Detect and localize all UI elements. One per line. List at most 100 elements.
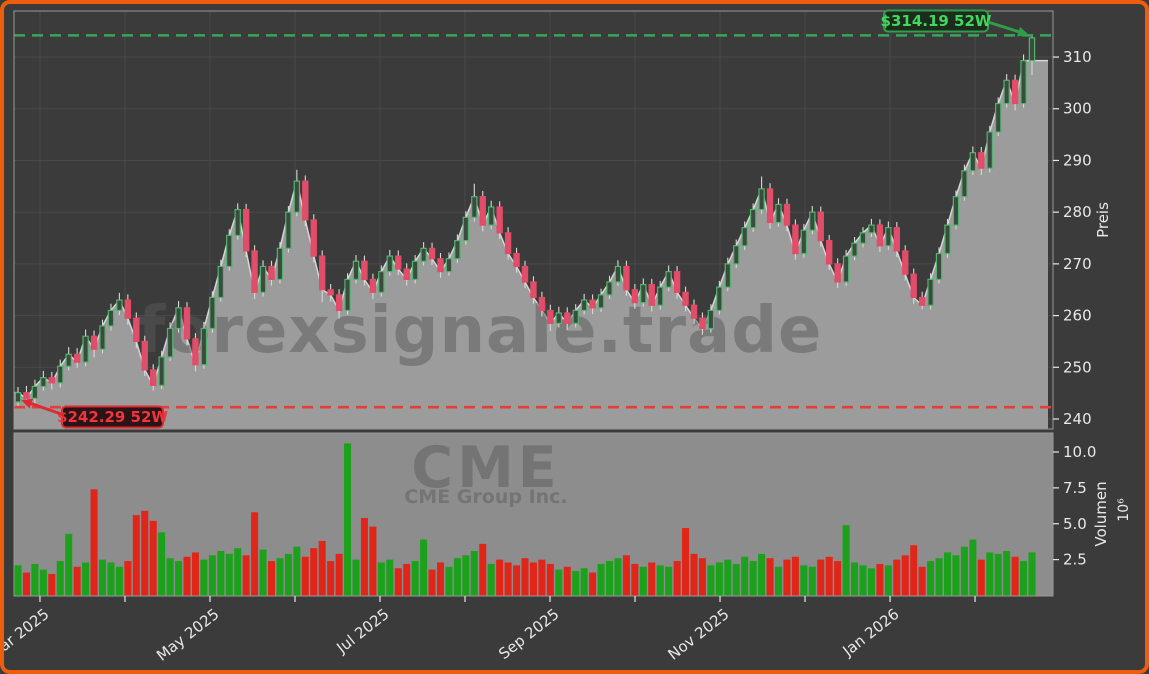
volume-bar-down	[251, 512, 259, 596]
volume-bar-up	[1020, 561, 1028, 596]
candle-body-down	[783, 203, 791, 226]
high-annotation-arrow	[987, 20, 1029, 37]
candle-body-up	[868, 224, 875, 234]
candle-body-up	[716, 286, 723, 312]
volume-tick-label: 7.5	[1063, 479, 1087, 497]
candle-body-down	[48, 377, 56, 384]
volume-bar-down	[327, 561, 335, 596]
volume-bar-up	[555, 569, 563, 596]
candle-body-up	[234, 208, 241, 237]
volume-bar-up	[732, 563, 740, 596]
volume-bar-up	[82, 562, 90, 596]
candle-body-down	[310, 219, 317, 257]
volume-bar-down	[1011, 556, 1019, 596]
volume-bar-up	[225, 553, 233, 596]
volume-bar-up	[580, 568, 588, 596]
volume-bar-up	[665, 566, 673, 596]
candle-body-down	[513, 252, 520, 268]
price-tick-label: 260	[1063, 307, 1092, 325]
candle-body-up	[1003, 79, 1010, 105]
volume-bar-down	[479, 543, 487, 596]
tick-marks	[39, 56, 1059, 602]
candle-body-down	[361, 260, 368, 280]
candle-body-down	[302, 180, 309, 221]
candles	[14, 35, 1036, 408]
volume-bar-down	[901, 555, 909, 596]
candle-body-up	[259, 265, 267, 293]
candle-body-down	[792, 224, 799, 255]
candle-body-down	[335, 294, 343, 312]
watermark-panel-caption: CME Group Inc.	[404, 486, 567, 508]
high-annotation-arrow-head	[1017, 26, 1029, 37]
volume-bar-down	[268, 561, 275, 596]
candle-body-up	[851, 242, 858, 257]
candle-body-down	[183, 307, 191, 340]
volume-bar-up	[842, 525, 850, 596]
volume-bar-down	[783, 559, 791, 596]
candle-body-up	[572, 309, 579, 324]
candle-body-up	[800, 229, 808, 255]
volume-bar-up	[707, 565, 715, 596]
volume-bar-down	[698, 558, 706, 596]
candle-body-down	[699, 317, 706, 330]
volume-bar-down	[521, 558, 529, 596]
volume-bar-down	[648, 562, 656, 596]
candle-body-up	[65, 353, 72, 367]
candle-body-down	[242, 208, 250, 252]
volume-bar-up	[14, 565, 22, 596]
volume-bar-down	[504, 562, 512, 596]
close-area-fill	[14, 60, 1048, 429]
volume-bar-down	[690, 553, 698, 596]
volume-bar-up	[344, 443, 352, 596]
volume-bar-up	[606, 561, 613, 596]
candle-body-up	[57, 365, 64, 384]
volume-bar-up	[927, 561, 935, 596]
candle-body-up	[994, 102, 1002, 133]
candle-body-up	[276, 247, 284, 280]
volume-bar-up	[715, 562, 723, 596]
volume-bar-down	[682, 528, 690, 596]
volume-bar-down	[124, 561, 132, 596]
volume-bar-down	[318, 540, 326, 596]
candle-body-down	[141, 340, 148, 371]
price-tick-label: 270	[1063, 255, 1092, 273]
volume-bar-down	[90, 489, 98, 596]
volume-bar-up	[377, 562, 385, 596]
volume-bar-up	[867, 568, 875, 596]
watermark-panel-title: CME	[411, 435, 561, 501]
candle-body-up	[293, 180, 301, 213]
volume-bar-up	[453, 558, 461, 596]
volume-bar-up	[107, 562, 115, 596]
volume-bar-down	[301, 556, 309, 596]
volume-bar-up	[208, 555, 216, 596]
candle-body-up	[116, 299, 123, 312]
candle-body-up	[961, 170, 968, 198]
candle-body-down	[319, 255, 326, 291]
candle-body-up	[285, 211, 292, 249]
candle-body-down	[124, 299, 132, 319]
candle-body-up	[166, 327, 174, 358]
volume-bar-down	[149, 520, 157, 596]
candle-body-down	[73, 353, 81, 363]
volume-bar-down	[563, 566, 571, 596]
volume-bar-up	[1003, 551, 1011, 596]
volume-bar-down	[496, 559, 504, 596]
volume-bar-up	[166, 558, 174, 596]
candle-body-down	[504, 232, 512, 255]
volume-bar-down	[589, 572, 597, 596]
volume-bar-down	[529, 562, 537, 596]
volume-bar-up	[200, 559, 208, 596]
candle-body-up	[378, 271, 385, 293]
volume-axis-title: Volumen	[1092, 481, 1110, 546]
price-panel-spine	[13, 10, 1054, 430]
volume-bar-down	[394, 568, 402, 596]
candle-body-up	[420, 247, 427, 262]
volume-bar-down	[335, 553, 343, 596]
candle-body-down	[521, 265, 529, 283]
candle-body-up	[969, 152, 977, 172]
candle-body-down	[631, 289, 639, 304]
volume-bar-up	[986, 552, 994, 596]
candle-body-up	[488, 206, 495, 226]
volume-bar-up	[420, 539, 428, 596]
volume-bar-up	[944, 552, 951, 596]
